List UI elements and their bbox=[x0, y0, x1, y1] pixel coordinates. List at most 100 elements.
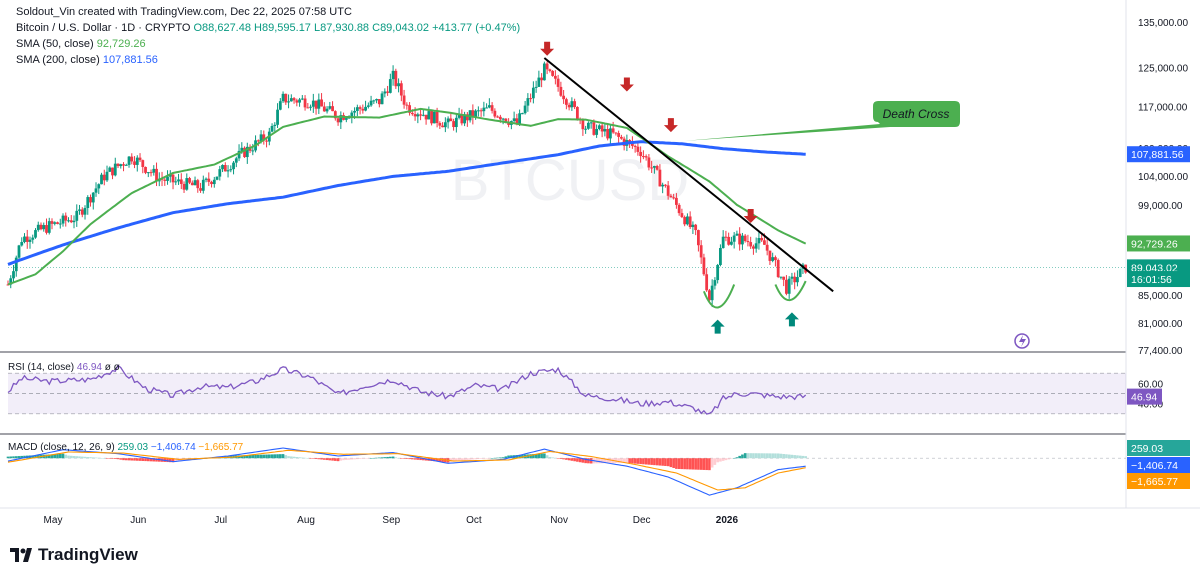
macd-histogram-bar bbox=[56, 454, 59, 459]
macd-histogram-bar bbox=[677, 458, 681, 469]
candle-body bbox=[705, 274, 709, 291]
candle-body bbox=[526, 98, 530, 106]
candle-body bbox=[210, 181, 213, 185]
candle-body bbox=[675, 197, 678, 205]
macd-histogram-bar bbox=[570, 458, 574, 461]
candle-body bbox=[229, 169, 233, 171]
macd-histogram-bar bbox=[537, 453, 541, 459]
candle-body bbox=[149, 172, 153, 174]
macd-histogram-bar bbox=[325, 458, 329, 461]
lightning-bolt-icon bbox=[1019, 335, 1026, 347]
macd-histogram-bar bbox=[529, 454, 532, 459]
bottom-arc bbox=[702, 284, 736, 309]
macd-histogram-bar bbox=[735, 457, 739, 459]
candle-body bbox=[34, 230, 37, 238]
candle-body bbox=[146, 172, 150, 174]
candle-body bbox=[116, 163, 120, 167]
macd-histogram-bar bbox=[309, 458, 312, 459]
macd-histogram-bar bbox=[53, 454, 57, 459]
macd-histogram-bar bbox=[790, 454, 794, 459]
macd-histogram-bar bbox=[666, 458, 670, 467]
sma200-label: SMA (200, close) bbox=[16, 54, 100, 66]
candle-body bbox=[377, 99, 381, 105]
candle-body bbox=[529, 98, 533, 100]
candle-body bbox=[732, 235, 736, 242]
candle-body bbox=[177, 179, 180, 182]
candle-body bbox=[487, 105, 491, 108]
candle-body bbox=[493, 110, 497, 117]
candle-body bbox=[168, 174, 172, 177]
candle-body bbox=[369, 100, 373, 106]
tradingview-brand: TradingView bbox=[38, 545, 138, 564]
candle-body bbox=[652, 166, 656, 168]
candle-body bbox=[91, 192, 95, 203]
macd-signal-line bbox=[7, 449, 806, 491]
macd-histogram-bar bbox=[254, 454, 257, 459]
macd-histogram-bar bbox=[609, 458, 612, 464]
macd-histogram-bar bbox=[752, 453, 755, 459]
candle-body bbox=[223, 165, 227, 172]
price-badge-label: 16:01:56 bbox=[1131, 274, 1172, 286]
macd-histogram-bar bbox=[94, 457, 98, 459]
candle-body bbox=[697, 230, 700, 246]
macd-histogram-bar bbox=[334, 458, 337, 461]
macd-histogram-bar bbox=[697, 458, 700, 470]
up-arrow-icon bbox=[710, 319, 725, 334]
candle-body bbox=[36, 224, 40, 231]
candle-body bbox=[78, 209, 81, 211]
macd-histogram-bar bbox=[763, 453, 766, 459]
candle-body bbox=[575, 107, 579, 120]
macd-histogram-bar bbox=[738, 455, 741, 459]
macd-histogram-bar bbox=[259, 454, 263, 459]
macd-label: MACD (close, 12, 26, 9) bbox=[8, 442, 115, 453]
macd-histogram-bar bbox=[785, 454, 788, 459]
candle-body bbox=[9, 278, 13, 285]
price-tick-label: 135,000.00 bbox=[1138, 18, 1188, 29]
candle-body bbox=[617, 133, 621, 137]
sma50-legend[interactable]: SMA (50, close) 92,729.26 bbox=[16, 38, 146, 50]
macd-histogram-bar bbox=[556, 458, 560, 459]
macd-histogram-bar bbox=[122, 458, 125, 461]
lightning-icon bbox=[1014, 333, 1030, 349]
macd-histogram-bar bbox=[485, 458, 488, 459]
macd-histogram-bar bbox=[408, 458, 411, 460]
sma200-legend[interactable]: SMA (200, close) 107,881.56 bbox=[16, 54, 158, 66]
candle-body bbox=[317, 99, 321, 109]
candle-body bbox=[686, 216, 689, 225]
macd-histogram-bar bbox=[490, 458, 494, 459]
candle-body bbox=[386, 91, 389, 93]
candle-body bbox=[551, 70, 555, 76]
macd-histogram-bar bbox=[350, 458, 354, 460]
candle-body bbox=[39, 224, 43, 230]
macd-histogram-bar bbox=[625, 458, 629, 463]
candle-body bbox=[212, 179, 216, 185]
rsi-legend[interactable]: RSI (14, close) 46.94 ø ø bbox=[8, 362, 120, 373]
candle-body bbox=[31, 237, 35, 240]
macd-histogram-bar bbox=[796, 455, 799, 459]
macd-histogram-bar bbox=[661, 458, 664, 466]
change-value: +413.77 (+0.47%) bbox=[432, 22, 521, 34]
candle-body bbox=[97, 184, 101, 189]
attribution-line: Soldout_Vin created with TradingView.com… bbox=[16, 6, 352, 18]
candle-body bbox=[746, 241, 750, 243]
symbol-name[interactable]: Bitcoin / U.S. Dollar · 1D · CRYPTO bbox=[16, 22, 191, 34]
tradingview-logo[interactable]: TradingView bbox=[10, 545, 138, 565]
candle-body bbox=[399, 83, 403, 96]
macd-histogram-bar bbox=[380, 457, 384, 459]
macd-histogram-bar bbox=[504, 456, 508, 459]
candle-body bbox=[383, 91, 387, 94]
candle-body bbox=[779, 276, 783, 278]
candle-body bbox=[564, 99, 568, 105]
rsi-extra: ø ø bbox=[104, 362, 120, 373]
price-tick-label: 125,000.00 bbox=[1138, 63, 1188, 74]
macd-histogram-bar bbox=[578, 458, 582, 463]
candle-body bbox=[567, 104, 571, 108]
candle-body bbox=[127, 156, 131, 165]
macd-histogram-bar bbox=[97, 457, 101, 459]
macd-histogram-bar bbox=[457, 458, 461, 461]
candle-body bbox=[743, 235, 747, 242]
candle-body bbox=[80, 209, 84, 215]
high-value: H89,595.17 bbox=[254, 22, 311, 34]
macd-legend[interactable]: MACD (close, 12, 26, 9) 259.03 −1,406.74… bbox=[8, 442, 243, 453]
